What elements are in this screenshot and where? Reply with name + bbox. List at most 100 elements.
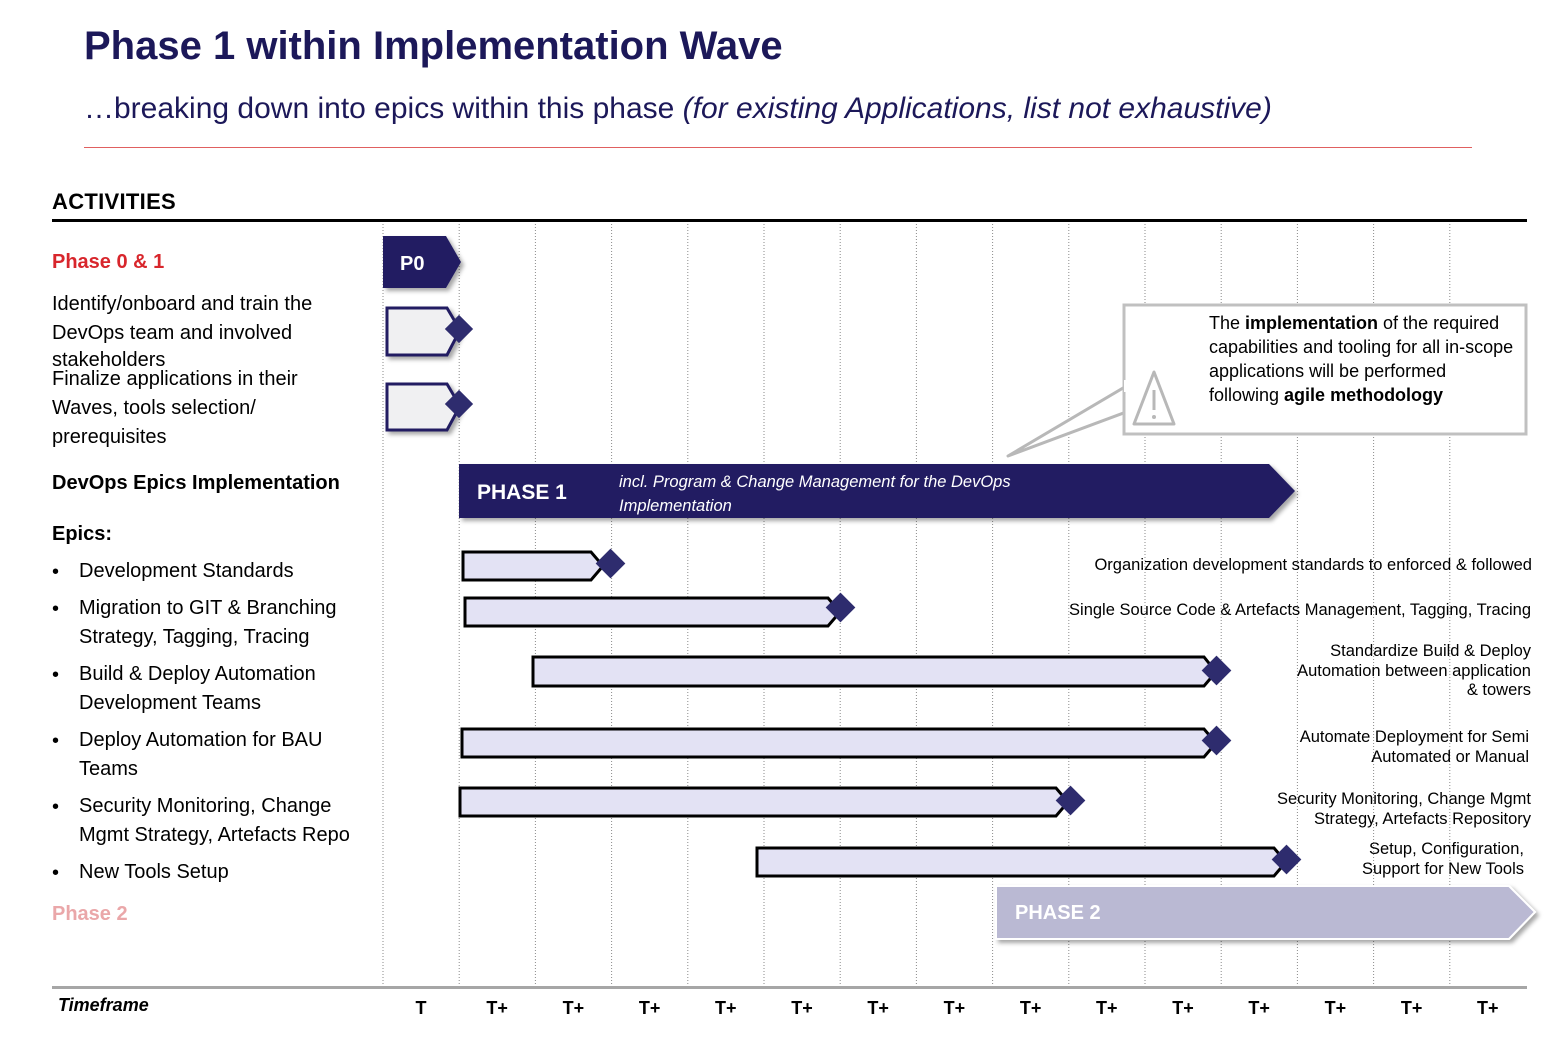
epic-description: Organization development standards to en… bbox=[1094, 556, 1532, 576]
epic-bar-development-standards bbox=[461, 550, 605, 582]
phase2-side-label: Phase 2 bbox=[52, 903, 128, 925]
phase1-note-line-1: incl. Program & Change Management for th… bbox=[619, 473, 1011, 491]
p0-label: P0 bbox=[400, 253, 424, 275]
epic-bar-build-deploy bbox=[531, 655, 1218, 688]
epic-bar-deploy-bau bbox=[460, 727, 1218, 759]
epic-description-line: Automated or Manual bbox=[1371, 747, 1529, 766]
subtitle-main: …breaking down into epics within this ph… bbox=[84, 92, 683, 125]
timeframe-tick: T+ bbox=[715, 998, 737, 1018]
bullet: • bbox=[52, 664, 60, 686]
activities-heading: ACTIVITIES bbox=[52, 189, 177, 214]
epic-label: Migration to GIT & Branching Strategy, T… bbox=[79, 594, 337, 652]
phase2-bar-label: PHASE 2 bbox=[1015, 902, 1101, 924]
bullet: • bbox=[52, 862, 60, 884]
activities-divider bbox=[52, 219, 1527, 222]
epic-description: Automate Deployment for Semi Automated o… bbox=[1300, 728, 1529, 767]
epic-description-line: Automation between application bbox=[1297, 661, 1531, 680]
epic-line: Mgmt Strategy, Artefacts Repo bbox=[79, 824, 350, 846]
epic-description-line: Support for New Tools bbox=[1361, 859, 1524, 878]
epic-label: Deploy Automation for BAU Teams bbox=[79, 726, 322, 784]
epic-description: Security Monitoring, Change Mgmt Strateg… bbox=[1277, 790, 1531, 829]
epic-line: Strategy, Tagging, Tracing bbox=[79, 626, 310, 648]
timeframe-tick: T+ bbox=[867, 998, 889, 1018]
callout-text: The implementation of the required capab… bbox=[1209, 311, 1519, 407]
epic-label: Build & Deploy Automation Development Te… bbox=[79, 660, 316, 718]
bullet: • bbox=[52, 561, 60, 583]
timeframe-tick: T bbox=[415, 998, 427, 1018]
epic-description-line: Strategy, Artefacts Repository bbox=[1313, 809, 1531, 828]
bullet: • bbox=[52, 796, 60, 818]
timeframe-tick: T+ bbox=[1172, 998, 1194, 1018]
epic-description-line: Setup, Configuration, bbox=[1368, 840, 1524, 858]
timeframe-tick: T+ bbox=[486, 998, 508, 1018]
timeframe-tick: T+ bbox=[562, 998, 585, 1018]
epic-description-line: Security Monitoring, Change Mgmt bbox=[1276, 790, 1531, 808]
callout-text-part: agile methodology bbox=[1284, 385, 1444, 405]
identify-line: Identify/onboard and train the bbox=[52, 293, 313, 315]
epic-line: Migration to GIT & Branching bbox=[79, 597, 337, 619]
epic-description-line: Single Source Code & Artefacts Managemen… bbox=[1069, 601, 1531, 619]
epic-milestone-diamond bbox=[595, 548, 626, 579]
timeframe-tick: T+ bbox=[1324, 998, 1347, 1018]
callout-box bbox=[1122, 303, 1528, 436]
epic-line: Teams bbox=[79, 758, 138, 780]
identify-line: DevOps team and involved bbox=[52, 322, 293, 344]
epic-description-line: Standardize Build & Deploy bbox=[1330, 642, 1531, 660]
timeframe-tick: T+ bbox=[1019, 998, 1042, 1018]
timeframe-tick: T+ bbox=[638, 998, 661, 1018]
phase01-label: Phase 0 & 1 bbox=[52, 251, 165, 273]
p0-bar bbox=[383, 236, 461, 288]
epics-heading: Epics: bbox=[52, 523, 113, 545]
timeframe-tick: T+ bbox=[791, 998, 813, 1018]
page-subtitle: …breaking down into epics within this ph… bbox=[84, 92, 1272, 126]
epic-milestone-diamond bbox=[1055, 785, 1086, 816]
timeframe-tick: T+ bbox=[1096, 998, 1118, 1018]
warning-icon bbox=[1132, 370, 1176, 426]
epic-milestone-diamond bbox=[825, 592, 856, 623]
phase2-bar bbox=[995, 885, 1537, 940]
callout-text-part: implementation bbox=[1245, 313, 1379, 333]
epic-description: Single Source Code & Artefacts Managemen… bbox=[1069, 601, 1531, 621]
identify-label: Identify/onboard and train the DevOps te… bbox=[52, 290, 312, 375]
epic-line: Deploy Automation for BAU bbox=[79, 729, 323, 751]
epic-milestone-diamond bbox=[1201, 655, 1232, 686]
epic-label: New Tools Setup bbox=[79, 858, 229, 887]
page-title: Phase 1 within Implementation Wave bbox=[84, 24, 783, 68]
epic-description-line: & towers bbox=[1466, 681, 1531, 699]
epic-line: New Tools Setup bbox=[79, 861, 229, 883]
timeframe-tick: T+ bbox=[1248, 998, 1270, 1018]
finalize-bar bbox=[385, 382, 462, 432]
finalize-line: Finalize applications in their bbox=[52, 368, 298, 390]
callout-text-part: The bbox=[1209, 313, 1246, 333]
epic-description: Standardize Build & Deploy Automation be… bbox=[1297, 642, 1531, 701]
epic-bar-new-tools bbox=[755, 846, 1288, 878]
phase1-label: PHASE 1 bbox=[477, 481, 567, 504]
identify-bar bbox=[385, 306, 462, 357]
timeframe-axis-line bbox=[52, 986, 1527, 989]
timeframe-tick: T+ bbox=[943, 998, 966, 1018]
finalize-milestone-diamond bbox=[444, 389, 474, 419]
bullet: • bbox=[52, 598, 60, 620]
finalize-line: prerequisites bbox=[52, 426, 167, 448]
identify-line: stakeholders bbox=[52, 349, 166, 371]
finalize-line: Waves, tools selection/ bbox=[52, 397, 256, 419]
epic-line: Development Teams bbox=[79, 692, 261, 714]
bullet: • bbox=[52, 730, 60, 752]
subtitle-italic: (for existing Applications, list not exh… bbox=[682, 92, 1272, 125]
epic-description-line: Organization development standards to en… bbox=[1094, 556, 1532, 574]
devops-epics-label: DevOps Epics Implementation bbox=[52, 472, 340, 494]
timeframe-tick: T+ bbox=[1400, 998, 1423, 1018]
epic-milestone-diamond bbox=[1271, 844, 1302, 875]
callout-text-part: of the required capabilities and tooling… bbox=[1209, 313, 1514, 405]
title-divider bbox=[84, 147, 1472, 148]
epic-line: Build & Deploy Automation bbox=[79, 663, 316, 685]
timeframe-label: Timeframe bbox=[58, 995, 149, 1015]
finalize-label: Finalize applications in their Waves, to… bbox=[52, 365, 298, 452]
epic-milestone-diamond bbox=[1201, 725, 1232, 756]
epic-description-line: Automate Deployment for Semi bbox=[1299, 728, 1529, 746]
epic-label: Development Standards bbox=[79, 557, 294, 586]
epic-line: Development Standards bbox=[79, 560, 294, 582]
epic-description: Setup, Configuration, Support for New To… bbox=[1362, 840, 1524, 879]
epic-line: Security Monitoring, Change bbox=[79, 795, 332, 817]
